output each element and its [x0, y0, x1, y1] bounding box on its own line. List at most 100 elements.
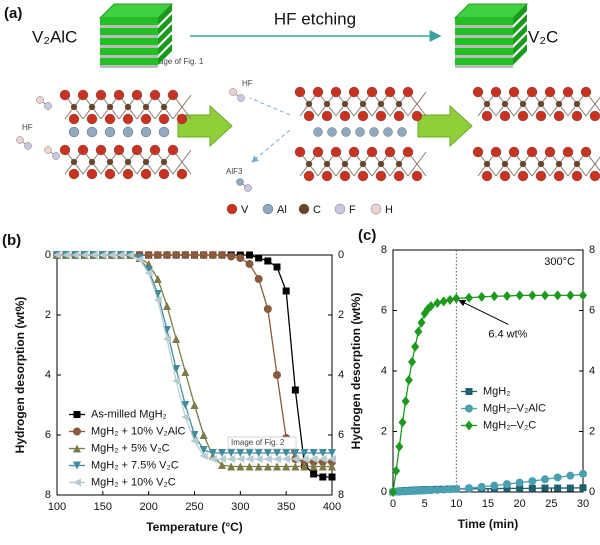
atom	[237, 94, 245, 102]
marker	[427, 486, 435, 495]
block-side	[158, 4, 172, 25]
legend-label: MgH₂ + 7.5% V₂C	[91, 459, 179, 471]
marker	[227, 449, 236, 457]
marker	[273, 449, 281, 457]
y-tick-label: 8	[381, 244, 387, 256]
block-side	[158, 24, 172, 45]
y2-tick-label: 4	[589, 365, 595, 377]
legend-marker	[73, 427, 81, 436]
marker	[254, 449, 263, 457]
atom	[508, 146, 520, 158]
atom	[393, 170, 405, 182]
atom	[402, 146, 414, 158]
atom	[483, 160, 491, 168]
marker	[227, 252, 236, 261]
block-layer	[100, 48, 158, 55]
atom	[517, 110, 529, 122]
legend-marker	[73, 444, 81, 453]
atom	[370, 203, 382, 215]
atom	[140, 126, 152, 138]
block-layer	[100, 38, 158, 45]
y-tick-label: 0	[45, 249, 51, 261]
marker	[227, 462, 236, 471]
atom	[44, 102, 52, 110]
atom	[375, 170, 387, 182]
atom	[499, 170, 511, 182]
atom	[88, 158, 96, 166]
marker	[245, 455, 254, 463]
atom	[68, 168, 80, 180]
marker	[310, 470, 318, 478]
atom	[359, 160, 367, 168]
marker	[309, 462, 318, 471]
molecule-label: HF	[242, 79, 253, 88]
legend-label: MgH₂ + 10% V₂AlC	[91, 425, 185, 437]
atom	[294, 146, 306, 158]
atom	[312, 146, 324, 158]
y-tick-label: 2	[45, 309, 51, 321]
block-layer	[100, 18, 158, 25]
marker	[528, 484, 536, 492]
block-gap	[100, 45, 158, 48]
atom	[77, 89, 89, 101]
bond	[585, 163, 600, 177]
atom	[537, 100, 545, 108]
marker	[172, 365, 181, 373]
panel-label: (b)	[2, 232, 21, 249]
atom	[167, 89, 179, 101]
x-tick-label: 300	[231, 501, 249, 513]
marker	[199, 446, 208, 454]
y-tick-label: 8	[45, 489, 51, 501]
y-tick-label: 4	[45, 369, 51, 381]
atom	[142, 158, 150, 166]
marker	[579, 484, 587, 492]
marker	[172, 377, 181, 385]
atom	[348, 146, 360, 158]
marker	[246, 251, 253, 259]
marker	[465, 292, 473, 303]
marker	[318, 455, 327, 463]
atom	[490, 146, 502, 158]
block-side	[513, 24, 527, 45]
atom	[397, 127, 407, 137]
marker	[328, 449, 336, 457]
marker	[541, 484, 549, 492]
atom	[323, 160, 331, 168]
marker	[255, 254, 263, 262]
marker	[71, 251, 80, 259]
marker	[328, 462, 336, 471]
marker	[566, 471, 575, 480]
marker	[319, 473, 327, 481]
atom	[544, 86, 556, 98]
atom	[95, 89, 107, 101]
atom	[472, 146, 484, 158]
marker	[144, 266, 153, 274]
atom	[158, 126, 170, 138]
x-tick-label: 200	[139, 501, 157, 513]
bond	[407, 103, 427, 117]
marker	[566, 484, 574, 492]
atom	[481, 170, 493, 182]
marker	[541, 475, 549, 484]
atom	[357, 170, 369, 182]
atom	[124, 103, 132, 111]
marker	[318, 449, 327, 457]
atom	[305, 100, 313, 108]
legend-label: As-milled MgH₂	[91, 408, 167, 420]
legend-label: C	[313, 204, 321, 216]
atom	[36, 96, 44, 104]
block-side	[513, 44, 527, 65]
atom	[86, 168, 98, 180]
y2-tick-label: 2	[589, 425, 595, 437]
legend-label: H	[385, 204, 393, 216]
marker	[417, 317, 426, 328]
legend-label: F	[349, 204, 356, 216]
marker	[300, 455, 309, 463]
image-caption: Image of Fig. 2	[231, 438, 285, 447]
marker	[553, 290, 562, 301]
y-axis-label: Hydrogen desorption (wt%)	[349, 293, 363, 450]
marker	[181, 368, 190, 376]
atom	[303, 170, 315, 182]
marker	[465, 484, 473, 493]
